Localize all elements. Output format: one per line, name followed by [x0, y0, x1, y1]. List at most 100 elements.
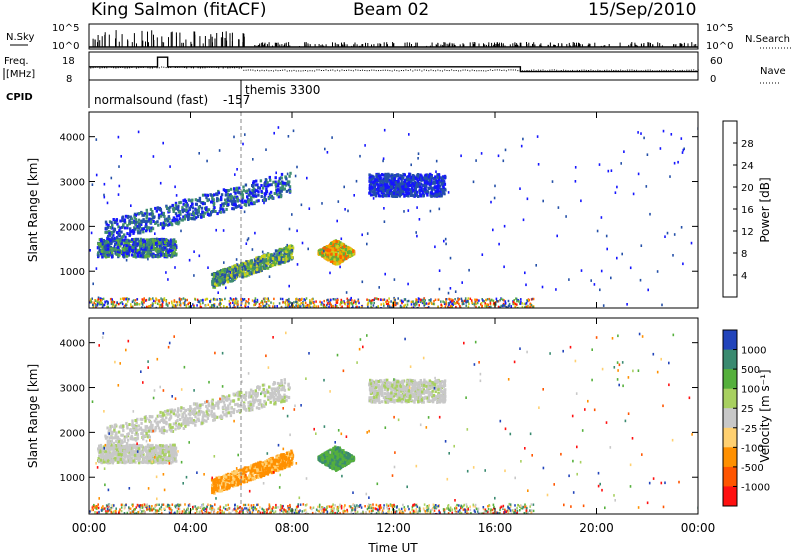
scatter-cell: [152, 216, 155, 219]
scatter-cell: [149, 212, 153, 216]
scatter-cell: [524, 271, 526, 275]
scatter-cell: [141, 238, 144, 242]
scatter-cell: [371, 299, 374, 302]
scatter-cell: [161, 239, 164, 243]
scatter-cell: [134, 255, 138, 259]
scatter-cell: [147, 226, 150, 230]
scatter-cell: [287, 183, 290, 187]
scatter-cell: [530, 306, 532, 308]
nsky-mark: [163, 42, 165, 47]
nave-dot: [266, 69, 268, 71]
scatter-cell: [207, 266, 209, 269]
scatter-cell: [449, 287, 452, 290]
nsky-mark: [380, 44, 382, 47]
scatter-cell: [136, 237, 139, 241]
scatter-cell: [406, 303, 409, 306]
scatter-cell: [436, 187, 439, 191]
scatter-cell: [106, 236, 109, 240]
freq-label-2: [MHz]: [6, 69, 35, 80]
scatter-cell: [322, 305, 325, 308]
nave-dot: [451, 69, 453, 71]
scatter-cell: [168, 249, 172, 253]
scatter-cell: [152, 254, 156, 258]
scatter-cell: [114, 304, 117, 308]
nsky-mark: [515, 45, 517, 47]
scatter-cell: [367, 304, 369, 308]
scatter-cell: [211, 277, 215, 281]
scatter-cell: [388, 178, 391, 182]
scatter-cell: [121, 301, 123, 304]
nave-dot: [611, 69, 612, 71]
scatter-cell: [352, 301, 355, 305]
scatter-cell: [474, 298, 476, 301]
scatter-cell: [170, 221, 173, 225]
nsky-marks: [89, 30, 698, 48]
nsky-mark: [463, 44, 465, 47]
scatter-cell: [374, 184, 377, 188]
nave-dot: [458, 70, 459, 72]
scatter-cell: [134, 240, 137, 244]
scatter-cell: [325, 255, 328, 259]
scatter-cell: [194, 216, 198, 220]
scatter-cell: [337, 262, 340, 266]
scatter-cell: [212, 203, 216, 207]
nsky-mark: [497, 42, 498, 47]
scatter-cell: [348, 305, 350, 308]
scatter-cell: [319, 300, 321, 304]
scatter-cell: [248, 188, 251, 192]
scatter-cell: [269, 178, 272, 182]
nsky-mark: [179, 32, 181, 47]
scatter-cell: [280, 260, 283, 264]
scatter-cell: [590, 279, 592, 282]
scatter-cell: [283, 254, 286, 258]
nave-dot: [366, 70, 368, 72]
nave-dot: [229, 67, 231, 69]
scatter-cell: [482, 299, 484, 302]
scatter-cell: [372, 193, 375, 197]
scatter-cell: [259, 257, 263, 261]
scatter-cell: [519, 302, 522, 305]
scatter-cell: [288, 300, 290, 303]
nave-dot: [307, 70, 309, 72]
scatter-cell: [200, 306, 203, 308]
scatter-cell: [103, 245, 106, 249]
scatter-cell: [342, 252, 345, 256]
nsky-mark: [264, 42, 266, 47]
scatter-cell: [356, 305, 358, 308]
scatter-cell: [139, 229, 142, 233]
nave-dot: [665, 69, 667, 71]
scatter-cell: [339, 303, 341, 306]
scatter-cell: [451, 306, 453, 308]
scatter-cell: [368, 191, 371, 195]
scatter-cell: [416, 306, 419, 308]
nave-dot: [355, 69, 357, 71]
nsky-mark: [191, 43, 193, 47]
scatter-cell: [531, 297, 534, 301]
nave-dot: [505, 70, 507, 72]
scatter-cell: [443, 302, 446, 305]
scatter-cell: [252, 158, 254, 161]
scatter-cell: [404, 298, 407, 301]
nave-dot: [199, 67, 201, 69]
scatter-cell: [236, 205, 239, 208]
scatter-cell: [368, 187, 372, 191]
scatter-cell: [476, 301, 479, 305]
scatter-cell: [203, 211, 207, 215]
scatter-cell: [387, 172, 390, 176]
nsky-mark: [224, 38, 226, 47]
scatter-cell: [115, 241, 118, 245]
scatter-cell: [287, 253, 290, 256]
scatter-cell: [416, 174, 419, 178]
scatter-cell: [264, 192, 268, 196]
scatter-cell: [135, 244, 139, 248]
scatter-cell: [104, 230, 107, 234]
scatter-cell: [259, 179, 263, 183]
scatter-cell: [130, 303, 132, 306]
scatter-cell: [193, 304, 195, 307]
scatter-cell: [141, 211, 144, 215]
scatter-cell: [134, 299, 137, 302]
scatter-cell: [117, 225, 120, 229]
scatter-cell: [128, 233, 131, 237]
scatter-cell: [233, 301, 236, 304]
scatter-cell: [210, 193, 213, 197]
